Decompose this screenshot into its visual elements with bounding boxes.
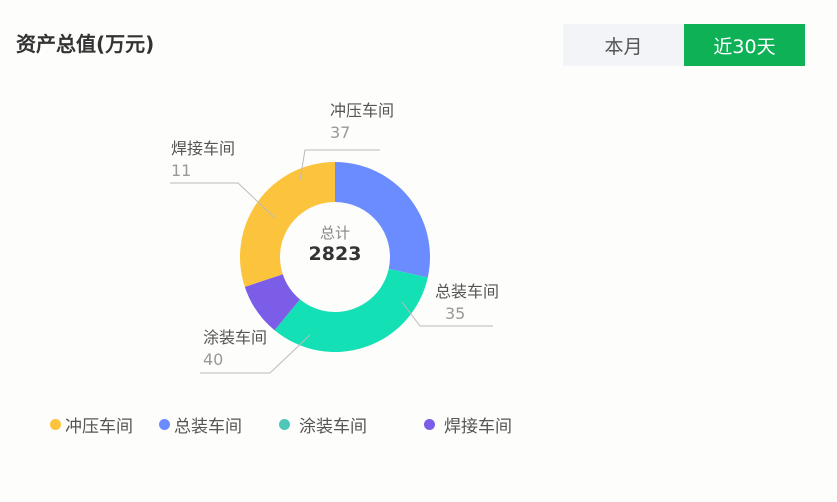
tab-last-30-days[interactable]: 近30天 — [684, 24, 805, 66]
page-title: 资产总值(万元) — [16, 32, 155, 56]
slice-焊接车间[interactable] — [244, 274, 301, 331]
legend-dot — [50, 419, 61, 430]
label-chongya: 冲压车间 37 — [330, 101, 395, 142]
legend-label: 焊接车间 — [444, 417, 512, 437]
leader-line-chongya — [299, 149, 380, 181]
leader-line-zongzhuang — [401, 301, 493, 327]
label-hanjie: 焊接车间 11 — [171, 139, 236, 180]
legend-item-zongzhuang[interactable]: 总装车间 — [159, 412, 242, 437]
slice-总装车间[interactable] — [335, 162, 430, 278]
period-tabs: 本月 近30天 — [563, 24, 805, 66]
label-zongzhuang: 总装车间 35 — [435, 282, 500, 323]
legend-item-hanjie[interactable]: 焊接车间 — [424, 412, 512, 437]
legend-label: 冲压车间 — [65, 417, 133, 437]
total-label: 总计 — [319, 224, 350, 242]
label-tuzhuang: 涂装车间 40 — [203, 328, 268, 369]
legend-dot — [279, 419, 290, 430]
legend-item-tuzhuang[interactable]: 涂装车间 — [279, 412, 367, 437]
legend-dot — [424, 419, 435, 430]
legend-label: 总装车间 — [174, 417, 242, 437]
leader-line-hanjie — [170, 182, 276, 219]
leader-line-tuzhuang — [200, 334, 311, 374]
slice-涂装车间[interactable] — [274, 268, 428, 352]
donut-center: 总计 2823 — [285, 222, 385, 265]
total-value: 2823 — [308, 243, 362, 265]
tab-this-month[interactable]: 本月 — [563, 24, 684, 66]
legend-dot — [159, 419, 170, 430]
legend-item-chongya[interactable]: 冲压车间 — [50, 412, 133, 437]
slice-冲压车间[interactable] — [240, 162, 335, 287]
legend-label: 涂装车间 — [299, 417, 367, 437]
